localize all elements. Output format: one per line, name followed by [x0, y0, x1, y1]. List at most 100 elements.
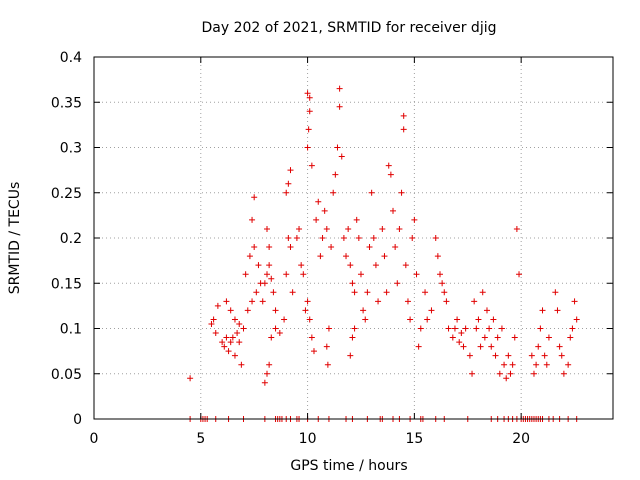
data-point: [261, 379, 268, 386]
data-point: [507, 370, 514, 377]
data-point: [357, 271, 364, 278]
data-point: [283, 189, 290, 196]
data-point: [509, 361, 516, 368]
data-point: [266, 361, 273, 368]
data-point: [413, 271, 420, 278]
data-point: [530, 370, 537, 377]
data-point: [428, 307, 435, 314]
data-point: [351, 325, 358, 332]
data-point: [353, 216, 360, 223]
data-point: [565, 361, 572, 368]
data-point: [285, 180, 292, 187]
x-tick-label: 0: [90, 431, 99, 447]
data-point: [268, 275, 275, 282]
data-point: [231, 316, 238, 323]
data-point: [270, 289, 277, 296]
data-point: [479, 289, 486, 296]
data-point: [212, 330, 219, 337]
data-point: [240, 325, 247, 332]
data-point: [296, 225, 303, 232]
data-point: [293, 235, 300, 241]
data-point: [289, 289, 296, 296]
axis-ticks: [93, 56, 613, 420]
data-point: [283, 271, 290, 278]
data-point: [313, 216, 320, 223]
data-point: [387, 171, 394, 178]
data-point: [305, 126, 312, 133]
data-point: [336, 85, 343, 92]
data-point: [498, 325, 505, 332]
data-point: [556, 343, 563, 350]
data-point: [304, 90, 311, 97]
chart-title: Day 202 of 2021, SRMTID for receiver dji…: [202, 20, 497, 36]
data-point: [492, 352, 499, 359]
data-point: [251, 194, 258, 201]
data-point: [308, 334, 315, 341]
data-point: [537, 325, 544, 332]
data-point: [475, 316, 482, 323]
x-tick-label: 5: [196, 431, 205, 447]
y-tick-label: 0.15: [51, 276, 82, 292]
data-point: [310, 348, 317, 355]
data-point: [569, 325, 576, 332]
data-point: [223, 298, 230, 305]
data-point: [362, 316, 369, 323]
data-point: [490, 316, 497, 323]
data-point: [264, 271, 270, 278]
data-point: [225, 348, 232, 355]
data-point: [219, 339, 226, 346]
y-tick-label: 0.4: [60, 50, 82, 66]
data-point: [251, 244, 258, 251]
data-point: [236, 339, 243, 346]
data-point: [242, 271, 249, 278]
data-point: [443, 298, 450, 305]
data-point: [469, 370, 476, 377]
data-point: [456, 339, 463, 346]
data-point: [449, 334, 456, 341]
data-point: [227, 339, 234, 346]
data-point: [347, 262, 354, 269]
data-point: [319, 235, 326, 241]
data-point: [370, 235, 377, 241]
data-point: [347, 352, 354, 359]
data-point: [501, 361, 508, 368]
data-point: [496, 370, 503, 377]
data-point: [535, 343, 542, 350]
data-point: [255, 262, 262, 269]
data-point: [259, 298, 266, 305]
data-point: [304, 298, 311, 305]
data-point: [355, 235, 362, 241]
data-point: [477, 343, 484, 350]
data-point: [323, 225, 330, 232]
data-point: [236, 320, 243, 327]
data-point: [424, 316, 431, 323]
data-point: [511, 334, 518, 341]
data-point: [407, 316, 414, 323]
y-tick-label: 0.3: [60, 141, 82, 157]
data-point: [349, 280, 356, 287]
data-point: [541, 352, 548, 359]
data-point: [558, 352, 565, 359]
data-point: [345, 225, 352, 232]
data-point: [411, 216, 418, 223]
data-point: [437, 271, 443, 278]
data-point: [231, 352, 238, 359]
data-point: [223, 334, 230, 341]
data-point: [276, 330, 283, 337]
data-point: [244, 307, 251, 314]
data-point: [229, 334, 236, 341]
data-point: [394, 280, 401, 287]
data-point: [434, 253, 441, 260]
data-point: [264, 370, 270, 377]
data-point: [409, 235, 416, 241]
data-point: [404, 298, 411, 305]
data-point: [253, 289, 260, 296]
data-point: [415, 343, 422, 350]
y-tick-label: 0.2: [60, 231, 82, 247]
data-point: [306, 94, 313, 101]
data-point: [417, 325, 424, 332]
y-tick-label: 0: [73, 412, 82, 428]
y-tick-label: 0.35: [51, 95, 82, 111]
data-point: [573, 316, 580, 323]
data-point: [554, 307, 561, 314]
